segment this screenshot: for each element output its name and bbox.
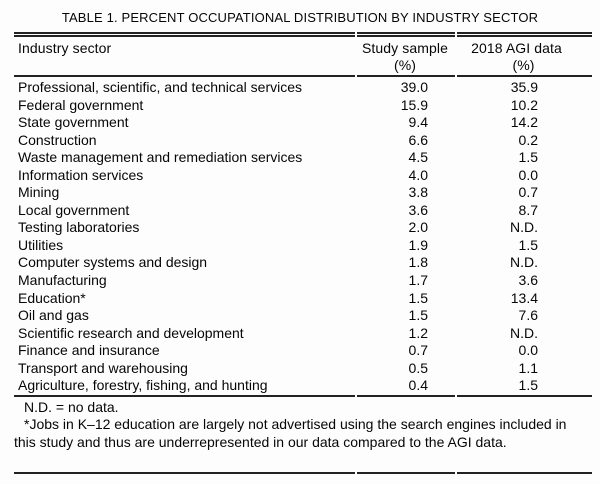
- no-data-note: N.D. = no data.: [24, 399, 119, 415]
- table-row: Professional, scientific, and technical …: [14, 79, 592, 97]
- table-row: Utilities 1.9 1.5: [14, 237, 592, 255]
- study-sample-cell: 1.9: [408, 236, 428, 253]
- sector-cell: Mining: [18, 184, 60, 201]
- study-sample-cell: 1.5: [408, 289, 428, 306]
- sector-cell: Computer systems and design: [18, 254, 208, 271]
- table-row: Agriculture, forestry, fishing, and hunt…: [14, 377, 592, 395]
- study-sample-cell: 9.4: [408, 114, 428, 131]
- study-sample-cell: 0.7: [408, 342, 428, 359]
- sector-cell: Manufacturing: [18, 272, 107, 289]
- study-sample-cell: 6.6: [408, 131, 428, 148]
- study-sample-cell: 4.0: [408, 166, 428, 183]
- study-sample-cell: 3.8: [408, 184, 428, 201]
- sector-cell: Professional, scientific, and technical …: [18, 79, 303, 95]
- table-row: Finance and insurance 0.7 0.0: [14, 342, 592, 360]
- sector-cell: Local government: [18, 201, 130, 218]
- table-row: Information services 4.0 0.0: [14, 167, 592, 185]
- table-row: Education* 1.5 13.4: [14, 290, 592, 308]
- agi-data-cell: 7.6: [518, 307, 538, 324]
- agi-data-cell: 1.5: [518, 377, 538, 394]
- table-row: Construction 6.6 0.2: [14, 132, 592, 150]
- study-sample-cell: 39.0: [400, 79, 428, 95]
- sector-cell: Oil and gas: [18, 307, 89, 324]
- study-sample-cell: 4.5: [408, 149, 428, 166]
- body-bottom-rule: [14, 395, 592, 397]
- agi-data-cell: N.D.: [510, 254, 538, 271]
- agi-data-cell: 0.0: [518, 342, 538, 359]
- sector-cell: Utilities: [18, 236, 64, 253]
- table-row: Mining 3.8 0.7: [14, 184, 592, 202]
- table-row: Testing laboratories 2.0 N.D.: [14, 219, 592, 237]
- sector-cell: Waste management and remediation service…: [18, 149, 303, 166]
- table-bottom-rule: [14, 472, 592, 474]
- study-sample-cell: 0.4: [408, 377, 428, 394]
- sector-cell: Scientific research and development: [18, 324, 244, 341]
- agi-data-cell: 13.4: [510, 289, 538, 306]
- table-body: Professional, scientific, and technical …: [14, 79, 592, 395]
- table-row: Waste management and remediation service…: [14, 149, 592, 167]
- agi-data-cell: 35.9: [510, 79, 538, 95]
- agi-data-cell: 0.0: [518, 166, 538, 183]
- table-title: TABLE 1. PERCENT OCCUPATIONAL DISTRIBUTI…: [61, 10, 539, 25]
- table-row: Manufacturing 1.7 3.6: [14, 272, 592, 290]
- agi-data-cell: 1.5: [518, 149, 538, 166]
- table-row: Transport and warehousing 0.5 1.1: [14, 360, 592, 378]
- education-footnote: *Jobs in K–12 education are largely not …: [14, 416, 567, 450]
- sector-cell: Transport and warehousing: [18, 359, 188, 376]
- agi-data-cell: 10.2: [510, 96, 538, 113]
- study-sample-cell: 1.7: [408, 272, 428, 289]
- study-sample-cell: 15.9: [400, 96, 428, 113]
- study-sample-cell: 1.5: [408, 307, 428, 324]
- sector-cell: Testing laboratories: [18, 219, 140, 236]
- study-sample-cell: 2.0: [408, 219, 428, 236]
- study-sample-cell: 1.8: [408, 254, 428, 271]
- study-sample-unit-label: (%): [393, 57, 417, 73]
- column-header-study-sample: Study sample: [361, 40, 449, 56]
- agi-data-cell: 14.2: [510, 114, 538, 131]
- table-notes: N.D. = no data. *Jobs in K–12 education …: [14, 399, 592, 451]
- sector-cell: Information services: [18, 166, 144, 183]
- study-sample-cell: 0.5: [408, 359, 428, 376]
- title-double-rule-top: [14, 32, 592, 34]
- column-header-agi-data: 2018 AGI data: [471, 40, 562, 56]
- agi-data-cell: 1.1: [518, 359, 538, 376]
- agi-data-cell: 0.7: [518, 184, 538, 201]
- study-sample-cell: 1.2: [408, 324, 428, 341]
- agi-data-cell: 3.6: [518, 272, 538, 289]
- agi-data-cell: 8.7: [518, 201, 538, 218]
- table-row: Computer systems and design 1.8 N.D.: [14, 254, 592, 272]
- agi-data-cell: N.D.: [510, 324, 538, 341]
- table-row: Oil and gas 1.5 7.6: [14, 307, 592, 325]
- table-row: Federal government 15.9 10.2: [14, 97, 592, 115]
- agi-data-unit-label: (%): [512, 57, 535, 73]
- agi-data-cell: 1.5: [518, 236, 538, 253]
- sector-cell: Education*: [18, 289, 86, 306]
- table-row: Scientific research and development 1.2 …: [14, 325, 592, 343]
- sector-cell: Agriculture, forestry, fishing, and hunt…: [18, 377, 268, 394]
- sector-cell: Federal government: [18, 96, 144, 113]
- sector-cell: State government: [18, 114, 129, 131]
- agi-data-cell: 0.2: [518, 131, 538, 148]
- header-bottom-rule: [14, 75, 592, 77]
- sector-cell: Finance and insurance: [18, 342, 160, 359]
- table-row: State government 9.4 14.2: [14, 114, 592, 132]
- sector-cell: Construction: [18, 131, 97, 148]
- table-row: Local government 3.6 8.7: [14, 202, 592, 220]
- study-sample-cell: 3.6: [408, 201, 428, 218]
- title-double-rule-bottom: [14, 35, 592, 37]
- column-header-industry-sector: Industry sector: [18, 40, 112, 56]
- agi-data-cell: N.D.: [510, 219, 538, 236]
